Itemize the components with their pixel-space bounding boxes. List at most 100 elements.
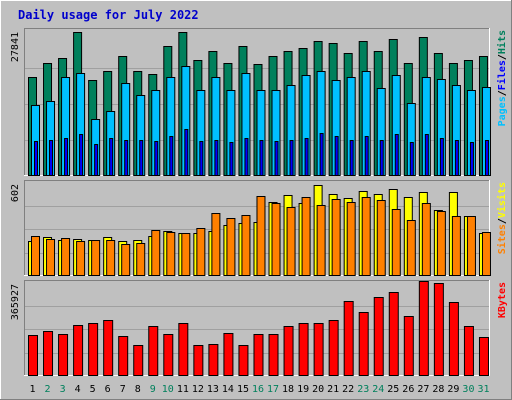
bar-sites-day-24 xyxy=(376,200,386,276)
x-tick-label-15: 15 xyxy=(237,384,249,395)
x-tick-label-11: 11 xyxy=(177,384,189,395)
bar-sites-day-14 xyxy=(226,218,236,276)
x-tick-label-14: 14 xyxy=(222,384,234,395)
x-tick-label-13: 13 xyxy=(207,384,219,395)
bar-sites-day-22 xyxy=(346,202,356,276)
bar-files-day-15 xyxy=(244,138,249,176)
legend-entry: / xyxy=(497,54,508,60)
bar-files-day-24 xyxy=(379,140,384,176)
bar-kbytes-day-2 xyxy=(43,331,54,376)
legend-entry: KBytes xyxy=(497,282,508,318)
bar-sites-day-18 xyxy=(286,207,296,276)
bar-files-day-13 xyxy=(214,140,219,176)
x-tick-label-5: 5 xyxy=(90,384,96,395)
bar-sites-day-3 xyxy=(61,238,71,276)
x-tick-label-8: 8 xyxy=(135,384,141,395)
legend-entry: Files xyxy=(496,60,508,90)
bar-kbytes-day-4 xyxy=(73,325,84,376)
bar-kbytes-day-8 xyxy=(133,345,144,376)
x-tick-label-27: 27 xyxy=(417,384,429,395)
bar-files-day-7 xyxy=(124,140,129,176)
bar-kbytes-day-14 xyxy=(223,333,234,376)
bar-files-day-26 xyxy=(409,142,414,176)
x-axis-labels: 1 2 3 4 5 6 7 8 9 10 11 12 13 14 15 16 17 18 19 20 21 22 23 24 2… xyxy=(30,384,490,395)
legend-entry: Visits xyxy=(496,182,508,218)
bar-kbytes-day-18 xyxy=(283,326,294,376)
x-tick-label-9: 9 xyxy=(150,384,156,395)
bar-files-day-22 xyxy=(349,140,354,176)
x-tick-label-28: 28 xyxy=(432,384,444,395)
bar-files-day-4 xyxy=(79,134,84,176)
bar-sites-day-7 xyxy=(121,244,131,276)
chart-panels: 27841Pages/Files/Hits602Sites/Visits3659… xyxy=(10,28,508,376)
panel-visits-sites: 602 Sites/Visits xyxy=(10,180,508,276)
bar-sites-day-28 xyxy=(436,211,446,276)
x-tick-label-31: 31 xyxy=(477,384,489,395)
x-tick-label-16: 16 xyxy=(252,384,264,395)
bar-sites-day-20 xyxy=(316,205,326,276)
bar-kbytes-day-17 xyxy=(268,334,279,376)
bar-sites-day-21 xyxy=(331,199,341,276)
bar-sites-day-12 xyxy=(196,228,206,276)
bar-kbytes-day-11 xyxy=(178,323,189,376)
bar-files-day-17 xyxy=(274,141,279,176)
bar-kbytes-day-7 xyxy=(118,336,129,376)
bar-sites-day-6 xyxy=(106,240,116,276)
x-tick-label-2: 2 xyxy=(45,384,51,395)
x-tick-label-29: 29 xyxy=(447,384,459,395)
bar-sites-day-16 xyxy=(256,196,266,276)
bar-kbytes-day-21 xyxy=(328,320,339,376)
bar-kbytes-day-31 xyxy=(478,337,489,376)
bar-sites-day-9 xyxy=(151,230,161,276)
bar-files-day-18 xyxy=(289,140,294,176)
bar-files-day-11 xyxy=(184,129,189,176)
x-tick-label-1: 1 xyxy=(30,384,36,395)
x-tick-label-22: 22 xyxy=(342,384,354,395)
bar-kbytes-day-15 xyxy=(238,345,249,376)
bar-kbytes-day-16 xyxy=(253,334,264,376)
x-tick-label-30: 30 xyxy=(462,384,474,395)
bar-kbytes-day-5 xyxy=(88,323,99,376)
bar-files-day-19 xyxy=(304,138,309,176)
bar-kbytes-day-1 xyxy=(28,335,38,376)
x-tick-label-21: 21 xyxy=(327,384,339,395)
bar-files-day-27 xyxy=(424,134,429,176)
y-max-label: 602 xyxy=(10,184,21,202)
bar-kbytes-day-12 xyxy=(193,345,204,376)
bar-sites-day-8 xyxy=(136,243,146,276)
bar-kbytes-day-26 xyxy=(403,316,414,376)
bar-files-day-20 xyxy=(319,133,324,176)
bar-files-day-5 xyxy=(94,144,99,176)
x-tick-label-7: 7 xyxy=(120,384,126,395)
bar-sites-day-23 xyxy=(361,197,371,276)
bar-kbytes-day-19 xyxy=(298,323,309,376)
bar-sites-day-25 xyxy=(391,209,401,276)
x-tick-label-12: 12 xyxy=(192,384,204,395)
bar-kbytes-day-22 xyxy=(343,301,354,376)
bar-sites-day-27 xyxy=(421,203,431,276)
bar-kbytes-day-9 xyxy=(148,326,159,376)
bar-files-day-31 xyxy=(484,140,489,176)
bar-sites-day-5 xyxy=(91,240,101,276)
bar-sites-day-11 xyxy=(181,233,191,276)
bar-files-day-21 xyxy=(334,136,339,176)
y-max-label: 27841 xyxy=(10,32,21,62)
legend-entry: Pages xyxy=(497,96,508,126)
bar-files-day-8 xyxy=(139,140,144,176)
x-tick-label-23: 23 xyxy=(357,384,369,395)
chart-title: Daily usage for July 2022 xyxy=(18,8,199,22)
bar-kbytes-day-28 xyxy=(433,283,444,376)
bar-files-day-28 xyxy=(439,138,444,176)
x-tick-label-4: 4 xyxy=(75,384,81,395)
bar-files-day-6 xyxy=(109,138,114,176)
x-tick-label-24: 24 xyxy=(372,384,384,395)
legend-entry: Hits xyxy=(496,30,508,54)
bar-kbytes-day-20 xyxy=(313,323,324,376)
bar-sites-day-10 xyxy=(166,232,176,276)
bar-kbytes-day-30 xyxy=(463,326,474,376)
bar-files-day-23 xyxy=(364,136,369,176)
bar-kbytes-day-25 xyxy=(388,292,399,376)
bar-files-day-9 xyxy=(154,141,159,176)
